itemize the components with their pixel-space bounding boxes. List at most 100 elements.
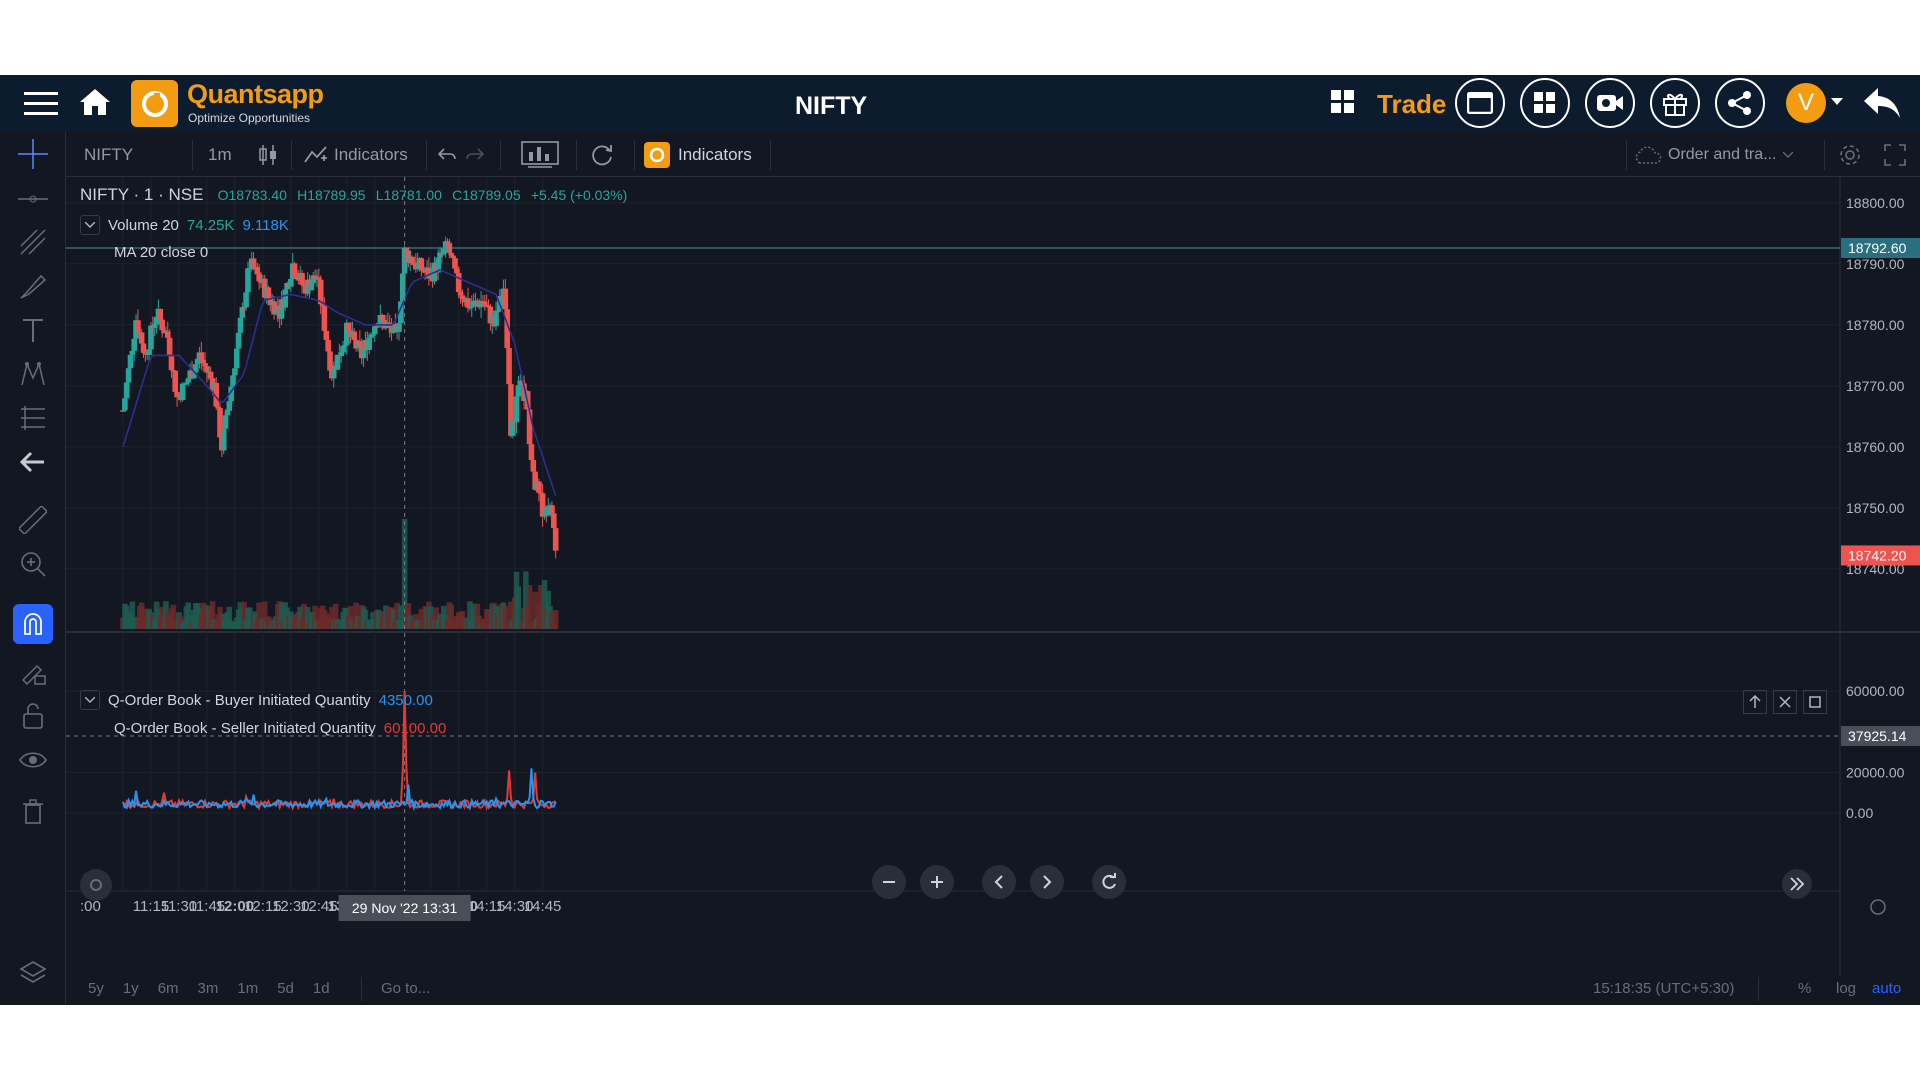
candle-body <box>323 330 330 340</box>
candle-body <box>151 324 158 329</box>
axis-settings-icon <box>1870 899 1886 915</box>
pattern-icon[interactable] <box>13 354 53 394</box>
ruler-icon[interactable] <box>13 500 53 540</box>
layout-grid-icon[interactable] <box>1520 78 1570 128</box>
scroll-right-icon[interactable] <box>1030 865 1064 899</box>
candle-body <box>551 513 557 529</box>
crosshair-icon[interactable] <box>13 134 53 174</box>
order-panel-button[interactable]: Order and tra... <box>1632 132 1793 177</box>
range-1m[interactable]: 1m <box>237 980 259 997</box>
close-icon[interactable] <box>1773 690 1797 714</box>
screenshot-chart-icon[interactable] <box>520 132 560 177</box>
undo-icon[interactable] <box>438 132 456 177</box>
candle-body <box>444 241 451 244</box>
range-1d[interactable]: 1d <box>312 980 330 997</box>
candle-body <box>146 349 152 355</box>
zoom-in-button-icon[interactable] <box>920 865 954 899</box>
time-tick-label: 14:15 <box>468 898 506 915</box>
indicators-button[interactable]: Indicators <box>304 132 408 177</box>
volume-legend[interactable]: Volume 20 74.25K 9.118K <box>80 215 289 235</box>
volume-bar <box>433 607 440 629</box>
back-arrow-tool-icon[interactable] <box>13 442 53 482</box>
scroll-left-icon[interactable] <box>982 865 1016 899</box>
candle-body <box>181 383 188 386</box>
symbol-search[interactable]: NIFTY <box>84 144 134 164</box>
interval-select[interactable]: 1m <box>208 144 232 164</box>
share-icon[interactable] <box>1715 78 1765 128</box>
log-toggle[interactable]: log <box>1836 980 1857 997</box>
collapse-chevron-icon[interactable] <box>80 690 100 710</box>
user-avatar[interactable]: V <box>1786 83 1826 123</box>
move-up-icon[interactable] <box>1743 690 1767 714</box>
drag-handle-icon[interactable] <box>80 869 112 901</box>
range-5y[interactable]: 5y <box>88 980 104 997</box>
gift-icon[interactable] <box>1650 78 1700 128</box>
candle-body <box>131 338 137 351</box>
text-tool-icon[interactable] <box>13 310 53 350</box>
candle-body <box>371 326 378 335</box>
drawing-toolbar <box>0 132 66 1005</box>
trade-button[interactable]: Trade <box>1377 89 1447 119</box>
candle-body <box>217 407 223 438</box>
ma-label: MA 20 close 0 <box>114 244 209 261</box>
trash-icon[interactable] <box>13 792 53 832</box>
magnet-icon[interactable] <box>13 604 53 644</box>
scroll-to-latest-icon[interactable] <box>1782 869 1812 899</box>
low-value: L18781.00 <box>375 187 442 203</box>
chart-area[interactable]: :0011:1511:3011:4512:0012:1512:3012:4513… <box>66 177 1920 1005</box>
volume-bar <box>502 606 509 629</box>
collapse-chevron-icon[interactable] <box>80 215 100 235</box>
brush-icon[interactable] <box>13 266 53 306</box>
reset-chart-icon[interactable] <box>1092 865 1126 899</box>
time-tick-label: 12:45 <box>300 898 338 915</box>
time-tick-label: 14:30 <box>496 898 534 915</box>
maximize-icon[interactable] <box>1803 690 1827 714</box>
candle-body <box>420 269 427 272</box>
lock-icon[interactable] <box>13 696 53 736</box>
home-icon[interactable] <box>78 85 112 119</box>
candle-body <box>254 267 261 275</box>
candle-body <box>319 304 326 306</box>
video-camera-icon[interactable] <box>1585 78 1635 128</box>
fib-retracement-icon[interactable] <box>13 398 53 438</box>
hamburger-menu-icon[interactable] <box>24 89 58 119</box>
candle-body <box>179 383 186 400</box>
eye-icon[interactable] <box>13 740 53 780</box>
candle-body <box>552 528 559 551</box>
grid-apps-icon[interactable] <box>1330 89 1356 115</box>
goto-date-button[interactable]: Go to... <box>381 980 431 997</box>
trend-line-icon[interactable] <box>13 222 53 262</box>
range-6m[interactable]: 6m <box>157 980 179 997</box>
buyer-legend[interactable]: Q-Order Book - Buyer Initiated Quantity … <box>80 690 433 710</box>
volume-bar <box>332 603 339 629</box>
redo-icon[interactable] <box>466 132 484 177</box>
candle-body <box>418 258 425 270</box>
fullscreen-icon[interactable] <box>1884 132 1906 177</box>
zoom-in-icon[interactable] <box>13 544 53 584</box>
candle-body <box>295 279 302 281</box>
candle-body <box>504 309 510 349</box>
candle-style-icon[interactable] <box>258 132 278 177</box>
horizontal-line-icon[interactable] <box>13 179 53 219</box>
percent-toggle[interactable]: % <box>1798 980 1812 997</box>
auto-toggle[interactable]: auto <box>1872 980 1902 997</box>
candle-body <box>493 310 499 327</box>
range-3m[interactable]: 3m <box>197 980 219 997</box>
price-chart[interactable]: :0011:1511:3011:4512:0012:1512:3012:4513… <box>66 177 1920 1005</box>
refresh-icon[interactable] <box>589 132 615 177</box>
zoom-out-icon[interactable] <box>872 865 906 899</box>
chevron-down-icon[interactable] <box>1830 95 1844 109</box>
candle-body <box>480 301 486 303</box>
back-arrow-icon[interactable] <box>1860 83 1904 123</box>
volume-bar <box>394 602 400 629</box>
settings-gear-icon[interactable] <box>1838 132 1862 177</box>
lock-draw-icon[interactable] <box>13 652 53 692</box>
q-indicators-button[interactable]: Indicators <box>644 132 752 177</box>
window-icon[interactable] <box>1455 78 1505 128</box>
range-5d[interactable]: 5d <box>277 980 294 997</box>
layers-icon[interactable] <box>13 952 53 992</box>
range-1y[interactable]: 1y <box>122 980 139 997</box>
candle-body <box>396 323 402 332</box>
candle-body <box>222 415 229 429</box>
candle-body <box>191 372 197 379</box>
